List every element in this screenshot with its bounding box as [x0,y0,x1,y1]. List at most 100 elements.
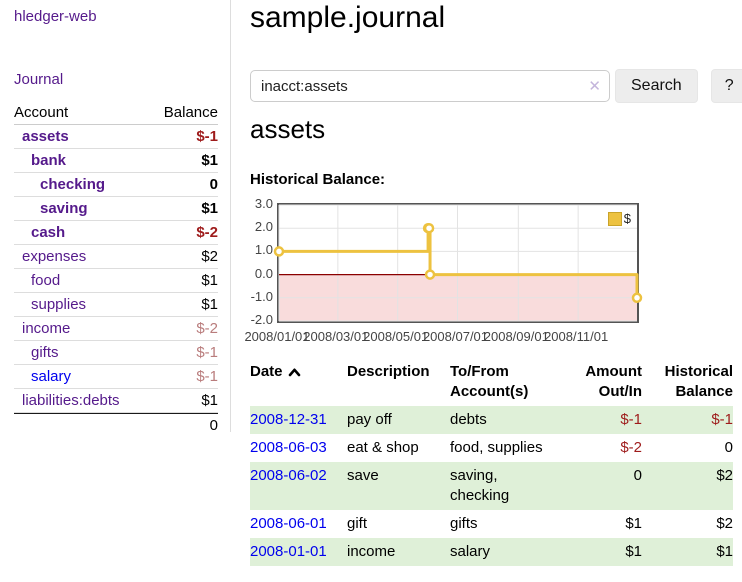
sidebar-account-row: liabilities:debts $1 [14,389,218,413]
brand-link[interactable]: hledger-web [14,8,97,25]
x-axis-tick-label: 2008/05/01 [363,329,429,344]
sidebar-account-link[interactable]: bank [31,152,67,169]
search-form: ✕ Search ? [250,69,742,103]
legend-series-label: $ [623,211,631,226]
register-balance-cell: $-1 [711,411,733,428]
sidebar-account-link[interactable]: supplies [31,296,87,313]
register-description-cell: eat & shop [347,439,419,456]
register-row: 2008-06-01 gift gifts $1 $2 [250,510,733,538]
register-date-cell: 2008-06-01 [250,510,347,538]
sidebar-account-link[interactable]: checking [40,176,106,193]
register-description-cell: gift [347,515,368,532]
sidebar-account-balance: $2 [201,248,218,265]
x-axis-tick-label: 2008/09/01 [483,329,549,344]
sidebar-account-link[interactable]: salary [31,368,72,385]
x-axis-tick-label: 2008/07/01 [422,329,489,344]
sidebar-account-link[interactable]: liabilities:debts [22,392,120,409]
sort-by-date-link[interactable]: Date [250,362,301,382]
sidebar-account-balance: $1 [201,152,218,169]
sidebar-account-balance: $-1 [196,344,218,361]
date-column-header: Date [250,363,283,380]
search-button[interactable]: Search [615,69,698,103]
sidebar-account-balance: $1 [201,200,218,217]
help-button[interactable]: ? [710,69,742,103]
transaction-date-link[interactable]: 2008-06-03 [250,439,327,456]
register-date-cell: 2008-12-31 [250,406,347,434]
register-description-cell: save [347,467,379,484]
sidebar-account-balance: $1 [201,392,218,409]
sidebar-account-row: assets $-1 [14,125,218,149]
register-description-cell: pay off [347,411,392,428]
amount-column-header: Amount Out/In [563,362,642,402]
register-balance-cell: $1 [716,543,733,560]
tofrom-column-header: To/From Account(s) [450,362,563,402]
sidebar-account-link[interactable]: cash [31,224,66,241]
register-table: Date Description To/From Account(s) Amou… [250,358,733,566]
sidebar-account-link[interactable]: expenses [22,248,87,265]
account-table-header: Account Balance [14,101,218,125]
register-row: 2008-01-01 income salary $1 $1 [250,538,733,566]
sidebar-account-row: checking 0 [14,173,218,197]
balance-header-line2: Balance [675,383,733,400]
balance-column-header: Historical Balance [642,362,733,402]
tofrom-header-line2: Account(s) [450,383,529,400]
amount-header-line1: Amount [585,363,642,380]
transaction-date-link[interactable]: 2008-01-01 [250,543,327,560]
register-accounts-cell: saving, checking [450,467,510,504]
sidebar-account-link[interactable]: assets [22,128,69,145]
register-date-cell: 2008-01-01 [250,538,347,566]
sidebar-account-row: saving $1 [14,197,218,221]
x-axis-tick-label: 2008/01/01 [244,329,310,344]
chart-plot-area: $ [273,203,643,323]
main-content: sample.journal ✕ Search ? assets Histori… [244,0,742,582]
account-total-value: 0 [209,417,218,434]
register-description-cell: income [347,543,396,560]
register-row: 2008-12-31 pay off debts $-1 $-1 [250,406,733,434]
sidebar-account-balance: $1 [201,272,218,289]
balance-column-header: Balance [163,104,218,121]
transaction-date-link[interactable]: 2008-12-31 [250,411,327,428]
register-date-cell: 2008-06-03 [250,434,347,462]
register-balance-cell: 0 [724,439,733,456]
page-title: sample.journal [250,1,446,34]
register-table-header: Date Description To/From Account(s) Amou… [250,358,733,406]
register-accounts-cell: salary [450,543,491,560]
legend-series-swatch [607,211,622,226]
register-accounts-cell: debts [450,411,487,428]
sidebar-account-balance: $-2 [196,224,218,241]
balance-header-line1: Historical [664,363,733,380]
y-axis-tick-label: 1.0 [254,242,273,258]
sidebar-account-link[interactable]: saving [40,200,88,217]
y-axis-tick-label: -1.0 [250,288,273,304]
register-row: 2008-06-03 eat & shop food, supplies $-2 0 [250,434,733,462]
sidebar-account-link[interactable]: gifts [31,344,59,361]
chart-legend: $ [605,210,633,227]
sidebar-account-balance: $-1 [196,128,218,145]
sidebar-item-journal[interactable]: Journal [14,71,64,88]
account-balance-table: Account Balance assets $-1 bank $1 checking 0… [14,101,218,437]
data-point-marker [631,292,643,304]
sidebar-account-link[interactable]: food [31,272,61,289]
sidebar-account-link[interactable]: income [22,320,71,337]
register-date-cell: 2008-06-02 [250,462,347,510]
sidebar-account-row: supplies $1 [14,293,218,317]
amount-header-line2: Out/In [598,383,642,400]
sidebar-account-balance: $-2 [196,320,218,337]
register-amount-cell: $-1 [620,411,642,428]
register-accounts-cell: gifts [450,515,478,532]
sidebar-account-balance: $-1 [196,368,218,385]
register-amount-cell: 0 [633,467,642,484]
register-balance-cell: $2 [716,467,733,484]
search-input[interactable] [250,70,610,102]
data-point-marker [424,269,436,280]
y-axis-tick-label: 3.0 [254,196,273,211]
transaction-date-link[interactable]: 2008-06-02 [250,467,327,484]
historical-balance-chart: 3.0 2.0 1.0 0.0 -1.0 -2.0 $ 2008/01/01 2008/03… [244,196,742,348]
chart-heading: Historical Balance: [250,171,386,188]
clear-search-icon[interactable]: ✕ [588,78,601,95]
transaction-date-link[interactable]: 2008-06-01 [250,515,327,532]
x-axis-tick-label: 2008/03/01 [303,329,369,344]
sidebar-account-row: cash $-2 [14,221,218,245]
account-rows: assets $-1 bank $1 checking 0 saving $1 cash $-2 e… [14,125,218,413]
sidebar-account-balance: $1 [201,296,218,313]
